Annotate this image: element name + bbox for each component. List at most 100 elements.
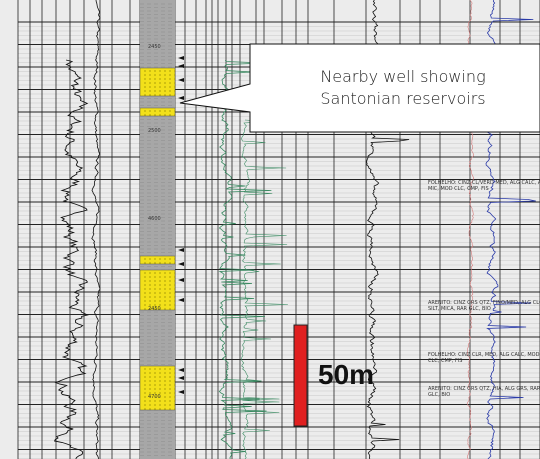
sand-dot xyxy=(149,400,151,402)
sand-dot xyxy=(144,368,146,370)
sand-dot xyxy=(169,376,171,378)
sand-dot xyxy=(144,82,146,84)
sand-dot xyxy=(169,388,171,390)
sand-dot xyxy=(159,400,161,402)
sand-dot xyxy=(169,404,171,406)
sand-dot xyxy=(149,114,151,116)
sand-dot xyxy=(159,388,161,390)
resistivity-curve xyxy=(218,59,272,459)
sand-dot xyxy=(159,94,161,96)
sand-dot xyxy=(159,392,161,394)
sand-dot xyxy=(159,396,161,398)
sand-dot xyxy=(159,384,161,386)
sand-dot xyxy=(174,400,176,402)
sand-dot xyxy=(154,114,156,116)
sand-dot xyxy=(164,388,166,390)
marker-triangle xyxy=(178,298,184,302)
sand-dot xyxy=(154,288,156,290)
sand-dot xyxy=(159,300,161,302)
sand-dot xyxy=(169,110,171,112)
sand-dot xyxy=(164,384,166,386)
sand-dot xyxy=(154,110,156,112)
sand-dot xyxy=(169,408,171,410)
sand-dot xyxy=(169,258,171,260)
sp-curve xyxy=(91,0,101,459)
marker-triangle xyxy=(178,64,184,68)
sand-dot xyxy=(149,300,151,302)
sand-dot xyxy=(159,368,161,370)
sand-dot xyxy=(169,308,171,310)
sand-dot xyxy=(149,276,151,278)
sand-dot xyxy=(154,400,156,402)
sand-dot xyxy=(174,86,176,88)
sand-dot xyxy=(164,86,166,88)
sand-dot xyxy=(159,70,161,72)
sand-dot xyxy=(144,94,146,96)
sand-dot xyxy=(174,288,176,290)
sand-dot xyxy=(174,280,176,282)
sand-dot xyxy=(154,94,156,96)
sand-dot xyxy=(159,78,161,80)
sand-dot xyxy=(164,74,166,76)
sand-dot xyxy=(144,380,146,382)
sand-dot xyxy=(144,90,146,92)
sand-body xyxy=(139,67,176,97)
sand-dot xyxy=(164,300,166,302)
sand-dot xyxy=(149,404,151,406)
sand-dot xyxy=(164,400,166,402)
sand-dot xyxy=(154,304,156,306)
sand-dot xyxy=(154,292,156,294)
sand-dot xyxy=(174,284,176,286)
sand-dot xyxy=(149,396,151,398)
sand-dot xyxy=(164,408,166,410)
sand-dot xyxy=(144,408,146,410)
sand-dot xyxy=(154,280,156,282)
sand-dot xyxy=(169,70,171,72)
sand-dot xyxy=(164,368,166,370)
sand-dot xyxy=(154,74,156,76)
sand-dot xyxy=(154,392,156,394)
depth-label: 2450 xyxy=(148,44,161,50)
sand-dot xyxy=(144,114,146,116)
sand-dot xyxy=(174,292,176,294)
sand-dot xyxy=(164,258,166,260)
sand-dot xyxy=(144,376,146,378)
sand-dot xyxy=(159,372,161,374)
sand-dot xyxy=(159,262,161,264)
sand-dot xyxy=(169,284,171,286)
sand-dot xyxy=(144,276,146,278)
sand-dot xyxy=(144,300,146,302)
sand-dot xyxy=(159,380,161,382)
sand-dot xyxy=(164,380,166,382)
sand-dot xyxy=(164,292,166,294)
sand-dot xyxy=(164,82,166,84)
sand-dot xyxy=(144,262,146,264)
sand-dot xyxy=(169,90,171,92)
sand-dot xyxy=(164,284,166,286)
sand-dot xyxy=(154,276,156,278)
sand-dot xyxy=(174,300,176,302)
sand-dot xyxy=(144,372,146,374)
sand-dot xyxy=(174,78,176,80)
depth-label: 2500 xyxy=(148,128,161,134)
sand-dot xyxy=(144,272,146,274)
sand-dot xyxy=(169,384,171,386)
sand-dot xyxy=(149,78,151,80)
sand-dot xyxy=(159,110,161,112)
sand-dot xyxy=(169,368,171,370)
sand-dot xyxy=(174,110,176,112)
sand-dot xyxy=(174,396,176,398)
sand-dot xyxy=(154,90,156,92)
sand-dot xyxy=(159,82,161,84)
sand-dot xyxy=(174,372,176,374)
sand-dot xyxy=(174,114,176,116)
sand-dot xyxy=(174,272,176,274)
sand-dot xyxy=(159,404,161,406)
sand-dot xyxy=(149,308,151,310)
sand-dot xyxy=(169,86,171,88)
sand-dot xyxy=(149,90,151,92)
lithology-annotation: FOLHELHO: CINZ CLR, MED, ALG CALC, MOD C… xyxy=(428,352,540,364)
sand-dot xyxy=(149,82,151,84)
sand-dot xyxy=(164,276,166,278)
sand-dot xyxy=(144,258,146,260)
